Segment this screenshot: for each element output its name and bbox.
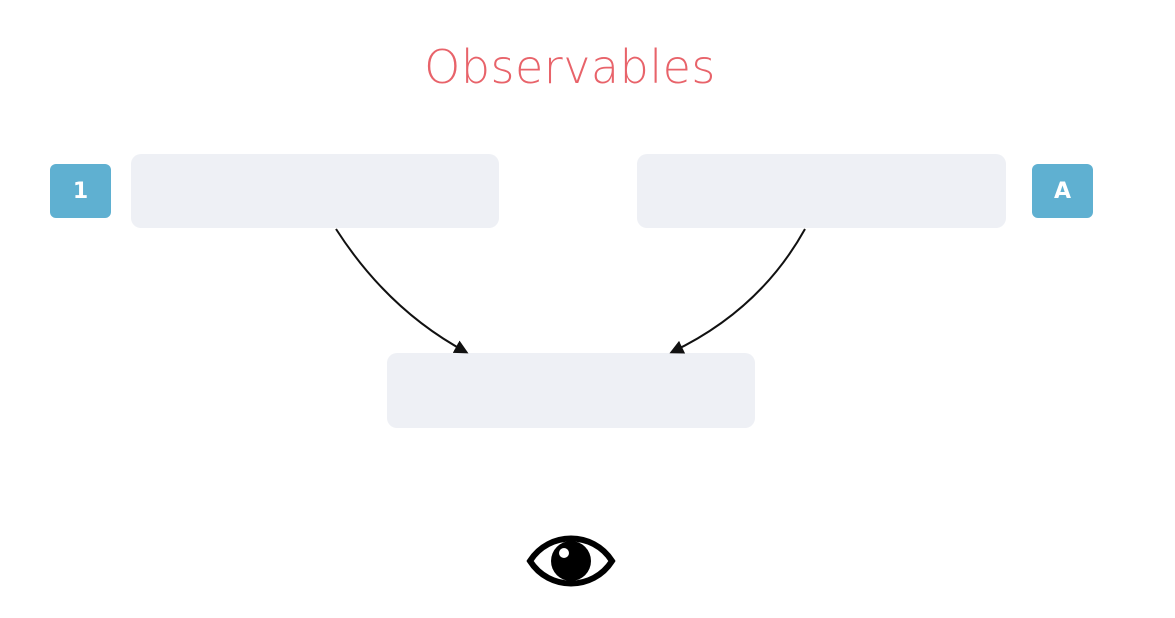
stream-badge-letter: A: [1032, 164, 1093, 218]
left-merge-arrow: [335, 228, 469, 354]
stream-badge-number: 1: [50, 164, 111, 218]
number-observable-box: [131, 154, 499, 228]
letter-observable-box: [637, 154, 1006, 228]
right-merge-arrow: [669, 228, 806, 354]
eye-icon: [526, 535, 616, 587]
diagram-title: Observables: [424, 40, 716, 94]
merged-observable-box: [387, 353, 755, 428]
